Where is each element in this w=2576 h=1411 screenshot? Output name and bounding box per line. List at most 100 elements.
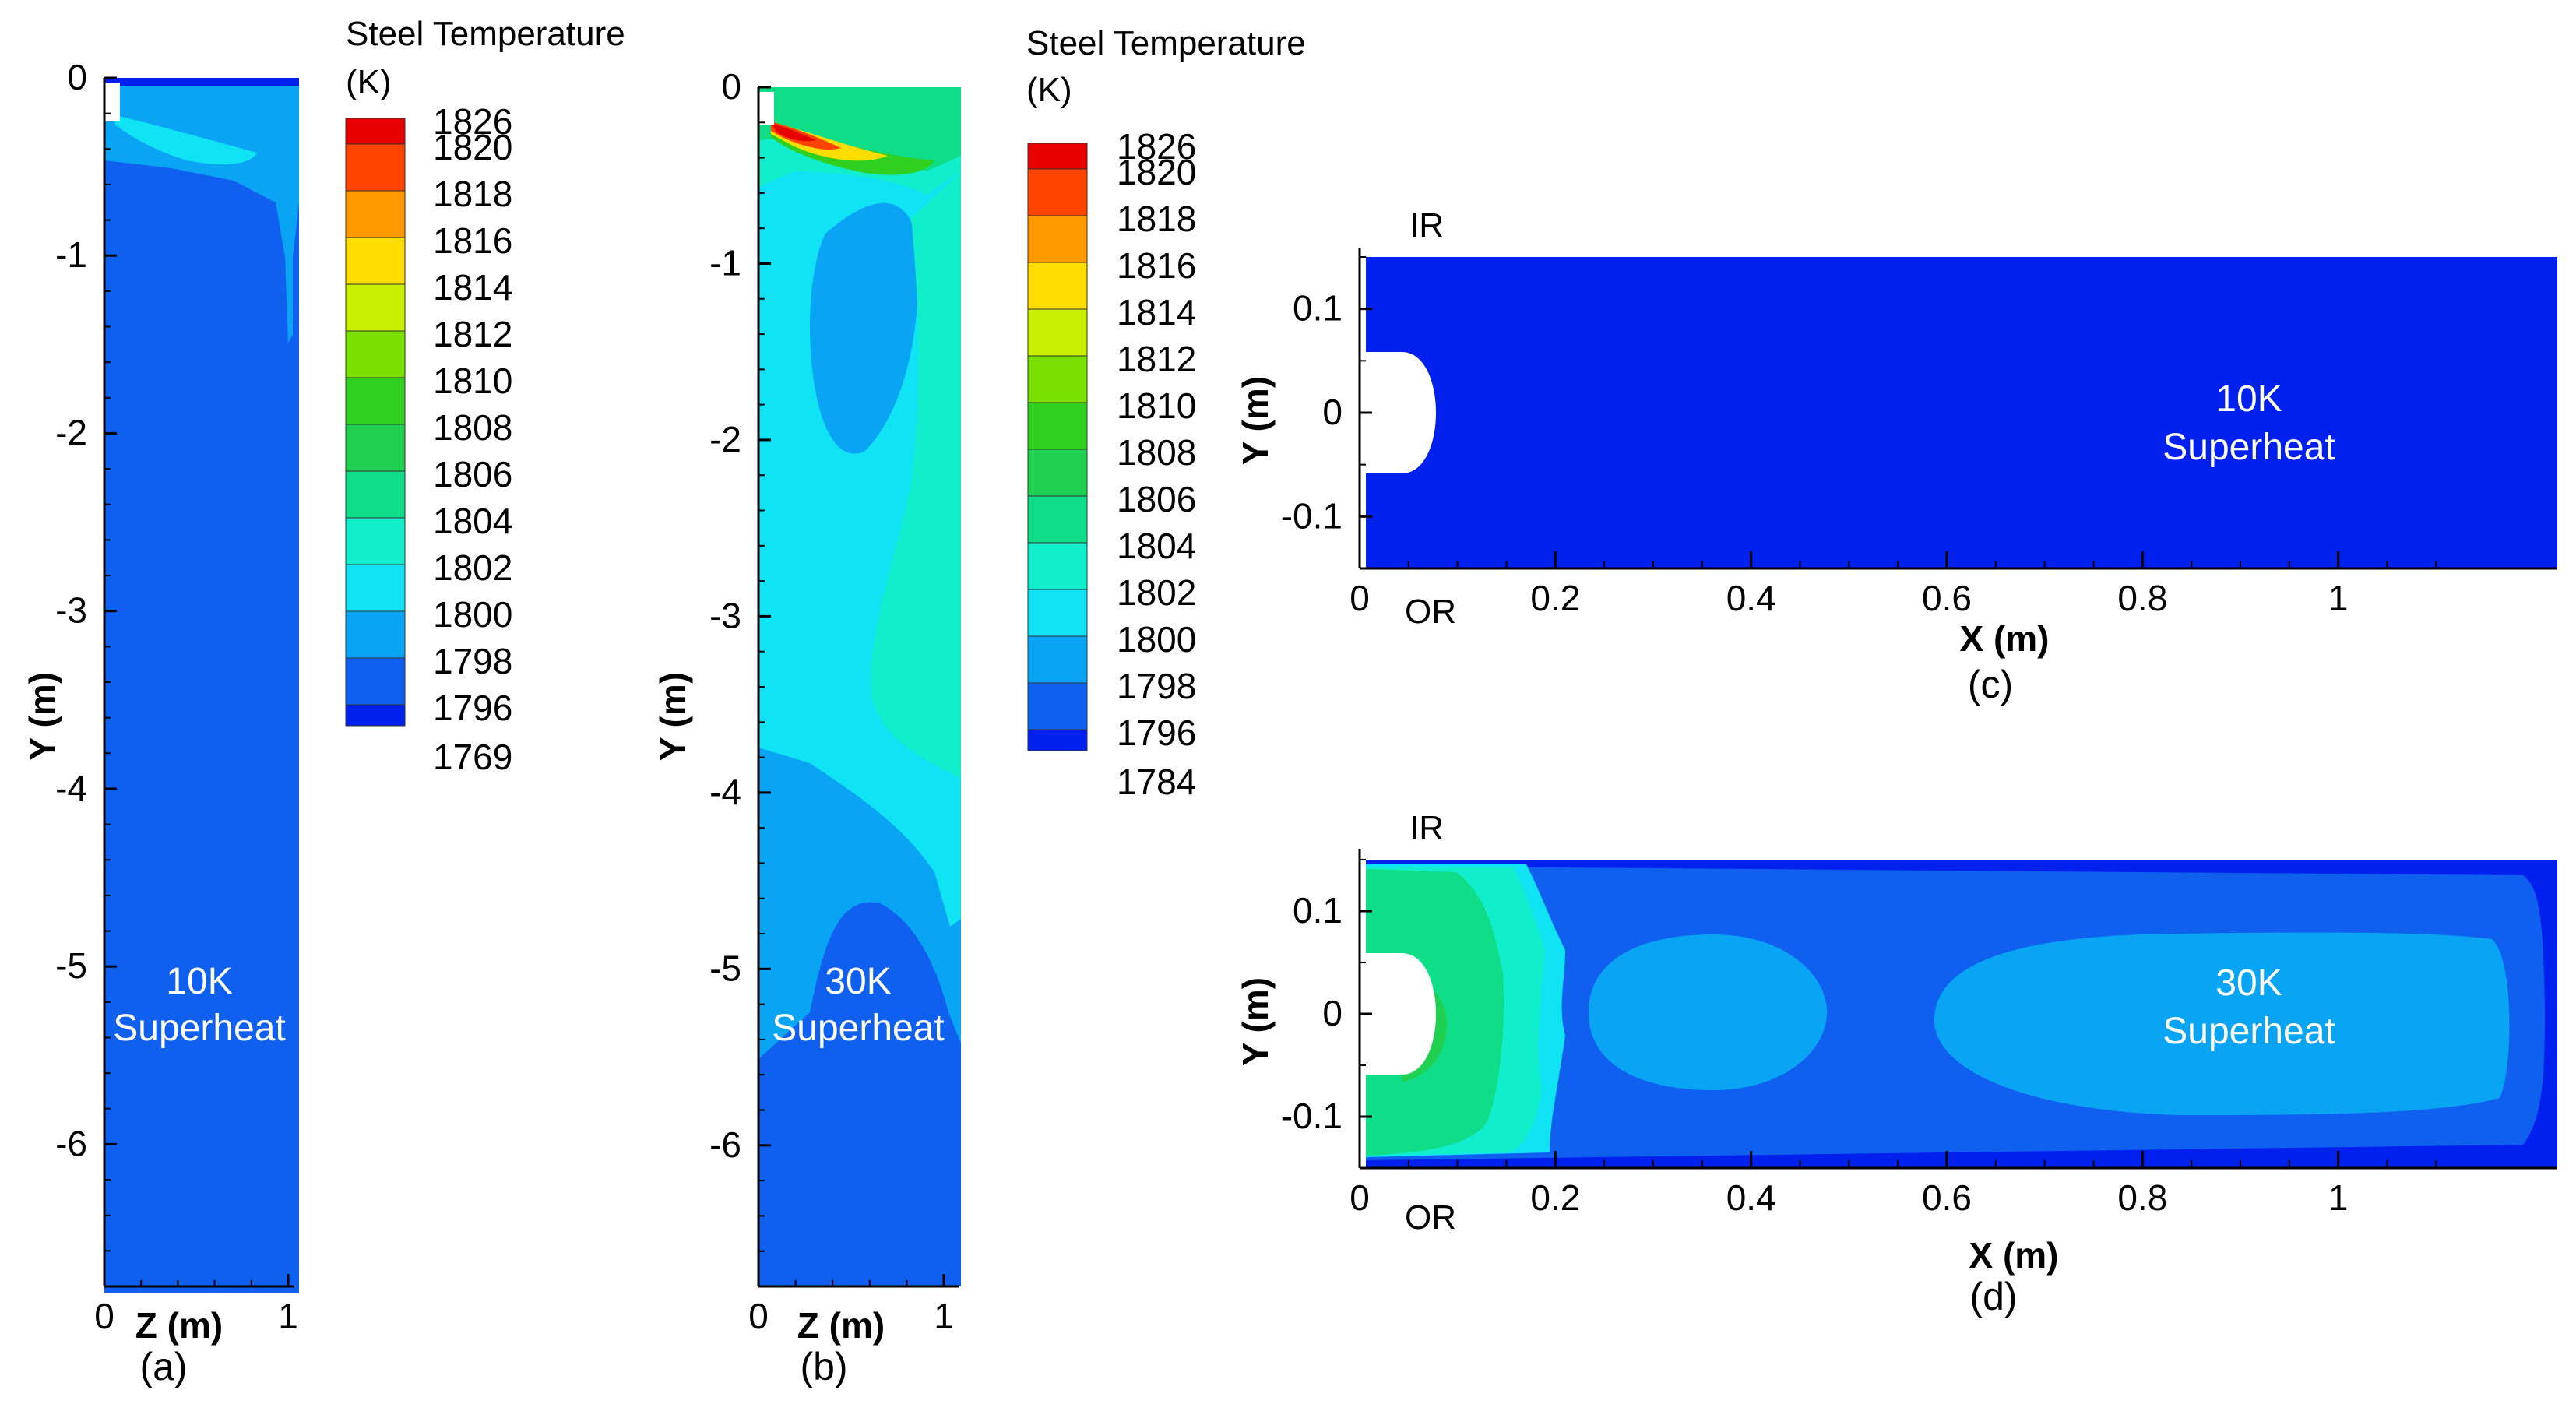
legend-1-swatch [345, 118, 406, 145]
panel-d-x-ticks: 0 0.2 0.4 0.6 0.8 1 [1350, 1151, 2437, 1218]
legend-2: Steel Temperature (K) 182618201818181618… [1026, 24, 1306, 802]
panel-b-ytick-label: -3 [709, 595, 741, 635]
panel-a-annotation-line2: Superheat [113, 1008, 286, 1049]
legend-2-swatch [1027, 449, 1088, 497]
panel-d-caption: (d) [1969, 1275, 2017, 1318]
panel-a-ytick-label: 0 [67, 57, 87, 97]
legend-1-swatch [345, 424, 406, 472]
panel-d-annotation-line2: Superheat [2163, 1011, 2335, 1052]
panel-a-y-ticks: 0 -1 -2 -3 -4 -5 -6 [55, 57, 117, 1252]
panel-d-contour-plot: 0.10-0.1 0 0.2 0.4 0.6 0.8 1 Y (m) X (m) (d) … [1235, 809, 2557, 1318]
legend-1-title: Steel Temperature [346, 15, 625, 53]
panel-b-ylabel: Y (m) [653, 672, 693, 761]
panel-d-xtick-label: 0 [1350, 1177, 1370, 1218]
legend-1-level-label: 1826 [433, 101, 512, 142]
legend-1-level-label: 1816 [433, 220, 512, 261]
panel-a-ytick-label: -6 [55, 1123, 87, 1163]
panel-c-annotation-line2: Superheat [2163, 427, 2335, 468]
legend-2-swatch [1027, 262, 1088, 310]
panel-b-region-1806 [758, 87, 961, 171]
panel-b-y-ticks: 0 -1 -2 -3 -4 -5 -6 [709, 66, 771, 1252]
panel-b-xtick-label: 1 [934, 1296, 954, 1336]
legend-2-swatch [1027, 635, 1088, 684]
legend-1-level-label: 1808 [433, 407, 512, 448]
panel-d-region-1800-left [1589, 934, 1827, 1090]
panel-a-caption: (a) [139, 1345, 187, 1388]
panel-a-region-1796 [104, 78, 299, 86]
legend-2-level-label: 1820 [1117, 152, 1196, 192]
legend-2-level-label: 1812 [1117, 339, 1196, 379]
panel-a-annotation-line1: 10K [166, 961, 232, 1002]
legend-2-swatch [1027, 308, 1088, 357]
panel-d-ytick-label: -0.1 [1281, 1096, 1343, 1136]
panel-b-ytick-label: -6 [709, 1124, 741, 1165]
legend-2-swatch [1027, 495, 1088, 544]
panel-c-ytick-label: 0 [1322, 392, 1343, 432]
panel-c-xtick-label: 0.2 [1530, 578, 1580, 618]
legend-2-level-label: 1816 [1117, 245, 1196, 286]
legend-1-unit: (K) [346, 63, 392, 101]
legend-2-level-label: 1796 [1117, 713, 1196, 753]
legend-2-swatch [1027, 729, 1088, 751]
legend-1-level-label: 1769 [433, 737, 512, 777]
legend-2-level-label: 1826 [1117, 126, 1196, 167]
panel-d-xtick-label: 1 [2328, 1177, 2349, 1218]
panel-d-xlabel: X (m) [1969, 1235, 2059, 1276]
legend-2-swatch [1027, 168, 1088, 216]
legend-1-swatch [345, 237, 406, 285]
panel-c-marker-ir: IR [1409, 206, 1444, 245]
panel-b-ytick-label: -1 [709, 242, 741, 283]
legend-1-swatch [345, 610, 406, 659]
panel-c-y-ticks: 0.1 0 -0.1 [1281, 256, 1372, 569]
panel-c-sen-cutout [1366, 352, 1436, 473]
panel-c-x-ticks: 0 0.2 0.4 0.6 0.8 1 [1350, 551, 2437, 618]
legend-2-level-label: 1814 [1117, 292, 1196, 333]
legend-2-swatch [1027, 542, 1088, 590]
panel-c-contour-plot: 0.10-0.1 0 0.2 0.4 0.6 0.8 1 Y (m) X (m) (c) … [1235, 206, 2557, 706]
panel-a-ytick-label: -4 [55, 768, 87, 808]
panel-d-region-1800-right [1934, 932, 2510, 1115]
panel-b-nozzle [758, 92, 774, 125]
legend-2-swatches [1027, 143, 1088, 751]
panel-c-field-1796 [1366, 257, 2557, 568]
legend-1-level-label: 1812 [433, 314, 512, 354]
legend-1-swatch [345, 190, 406, 238]
panel-c-ylabel: Y (m) [1235, 376, 1276, 465]
legend-1-level-label: 1806 [433, 454, 512, 494]
panel-d-xtick-label: 0.8 [2117, 1177, 2167, 1218]
legend-1-level-label: 1810 [433, 361, 512, 401]
panel-b-region-jet-1826 [771, 123, 816, 142]
panel-c-xtick-label: 0.8 [2117, 578, 2167, 618]
panel-d-marker-ir: IR [1409, 809, 1444, 847]
panel-b-ytick-label: -4 [709, 772, 741, 812]
panel-a-ytick-label: -5 [55, 945, 87, 986]
legend-2-level-label: 1806 [1117, 479, 1196, 519]
legend-1-level-label: 1798 [433, 641, 512, 681]
legend-2-title: Steel Temperature [1026, 24, 1306, 62]
legend-2-level-label: 1808 [1117, 432, 1196, 473]
legend-1-swatch [345, 330, 406, 378]
panel-b-ytick-label: 0 [721, 66, 741, 107]
panel-d-ytick-label: 0 [1322, 993, 1343, 1033]
panel-c-ytick-label: 0.1 [1293, 288, 1343, 329]
legend-2-swatch [1027, 143, 1088, 170]
legend-1-level-label: 1802 [433, 547, 512, 588]
legend-2-level-label: 1802 [1117, 572, 1196, 613]
panel-c-marker-or: OR [1405, 593, 1456, 631]
panel-b-annotation-line2: Superheat [772, 1008, 945, 1049]
panel-b-region-1800-core [810, 202, 919, 454]
panel-c-xtick-label: 0.6 [1922, 578, 1972, 618]
legend-2-level-label: 1784 [1117, 762, 1196, 802]
legend-2-swatch [1027, 215, 1088, 263]
panel-a-field-1798 [104, 78, 299, 1293]
panel-a-ytick-label: -1 [55, 234, 87, 275]
legend-1-level-label: 1796 [433, 688, 512, 728]
legend-1-swatch [345, 283, 406, 332]
legend-1-level-label: 1814 [433, 267, 512, 308]
legend-1-swatch [345, 470, 406, 519]
panel-a-region-1802 [115, 115, 257, 165]
legend-1-level-label: 1800 [433, 594, 512, 635]
